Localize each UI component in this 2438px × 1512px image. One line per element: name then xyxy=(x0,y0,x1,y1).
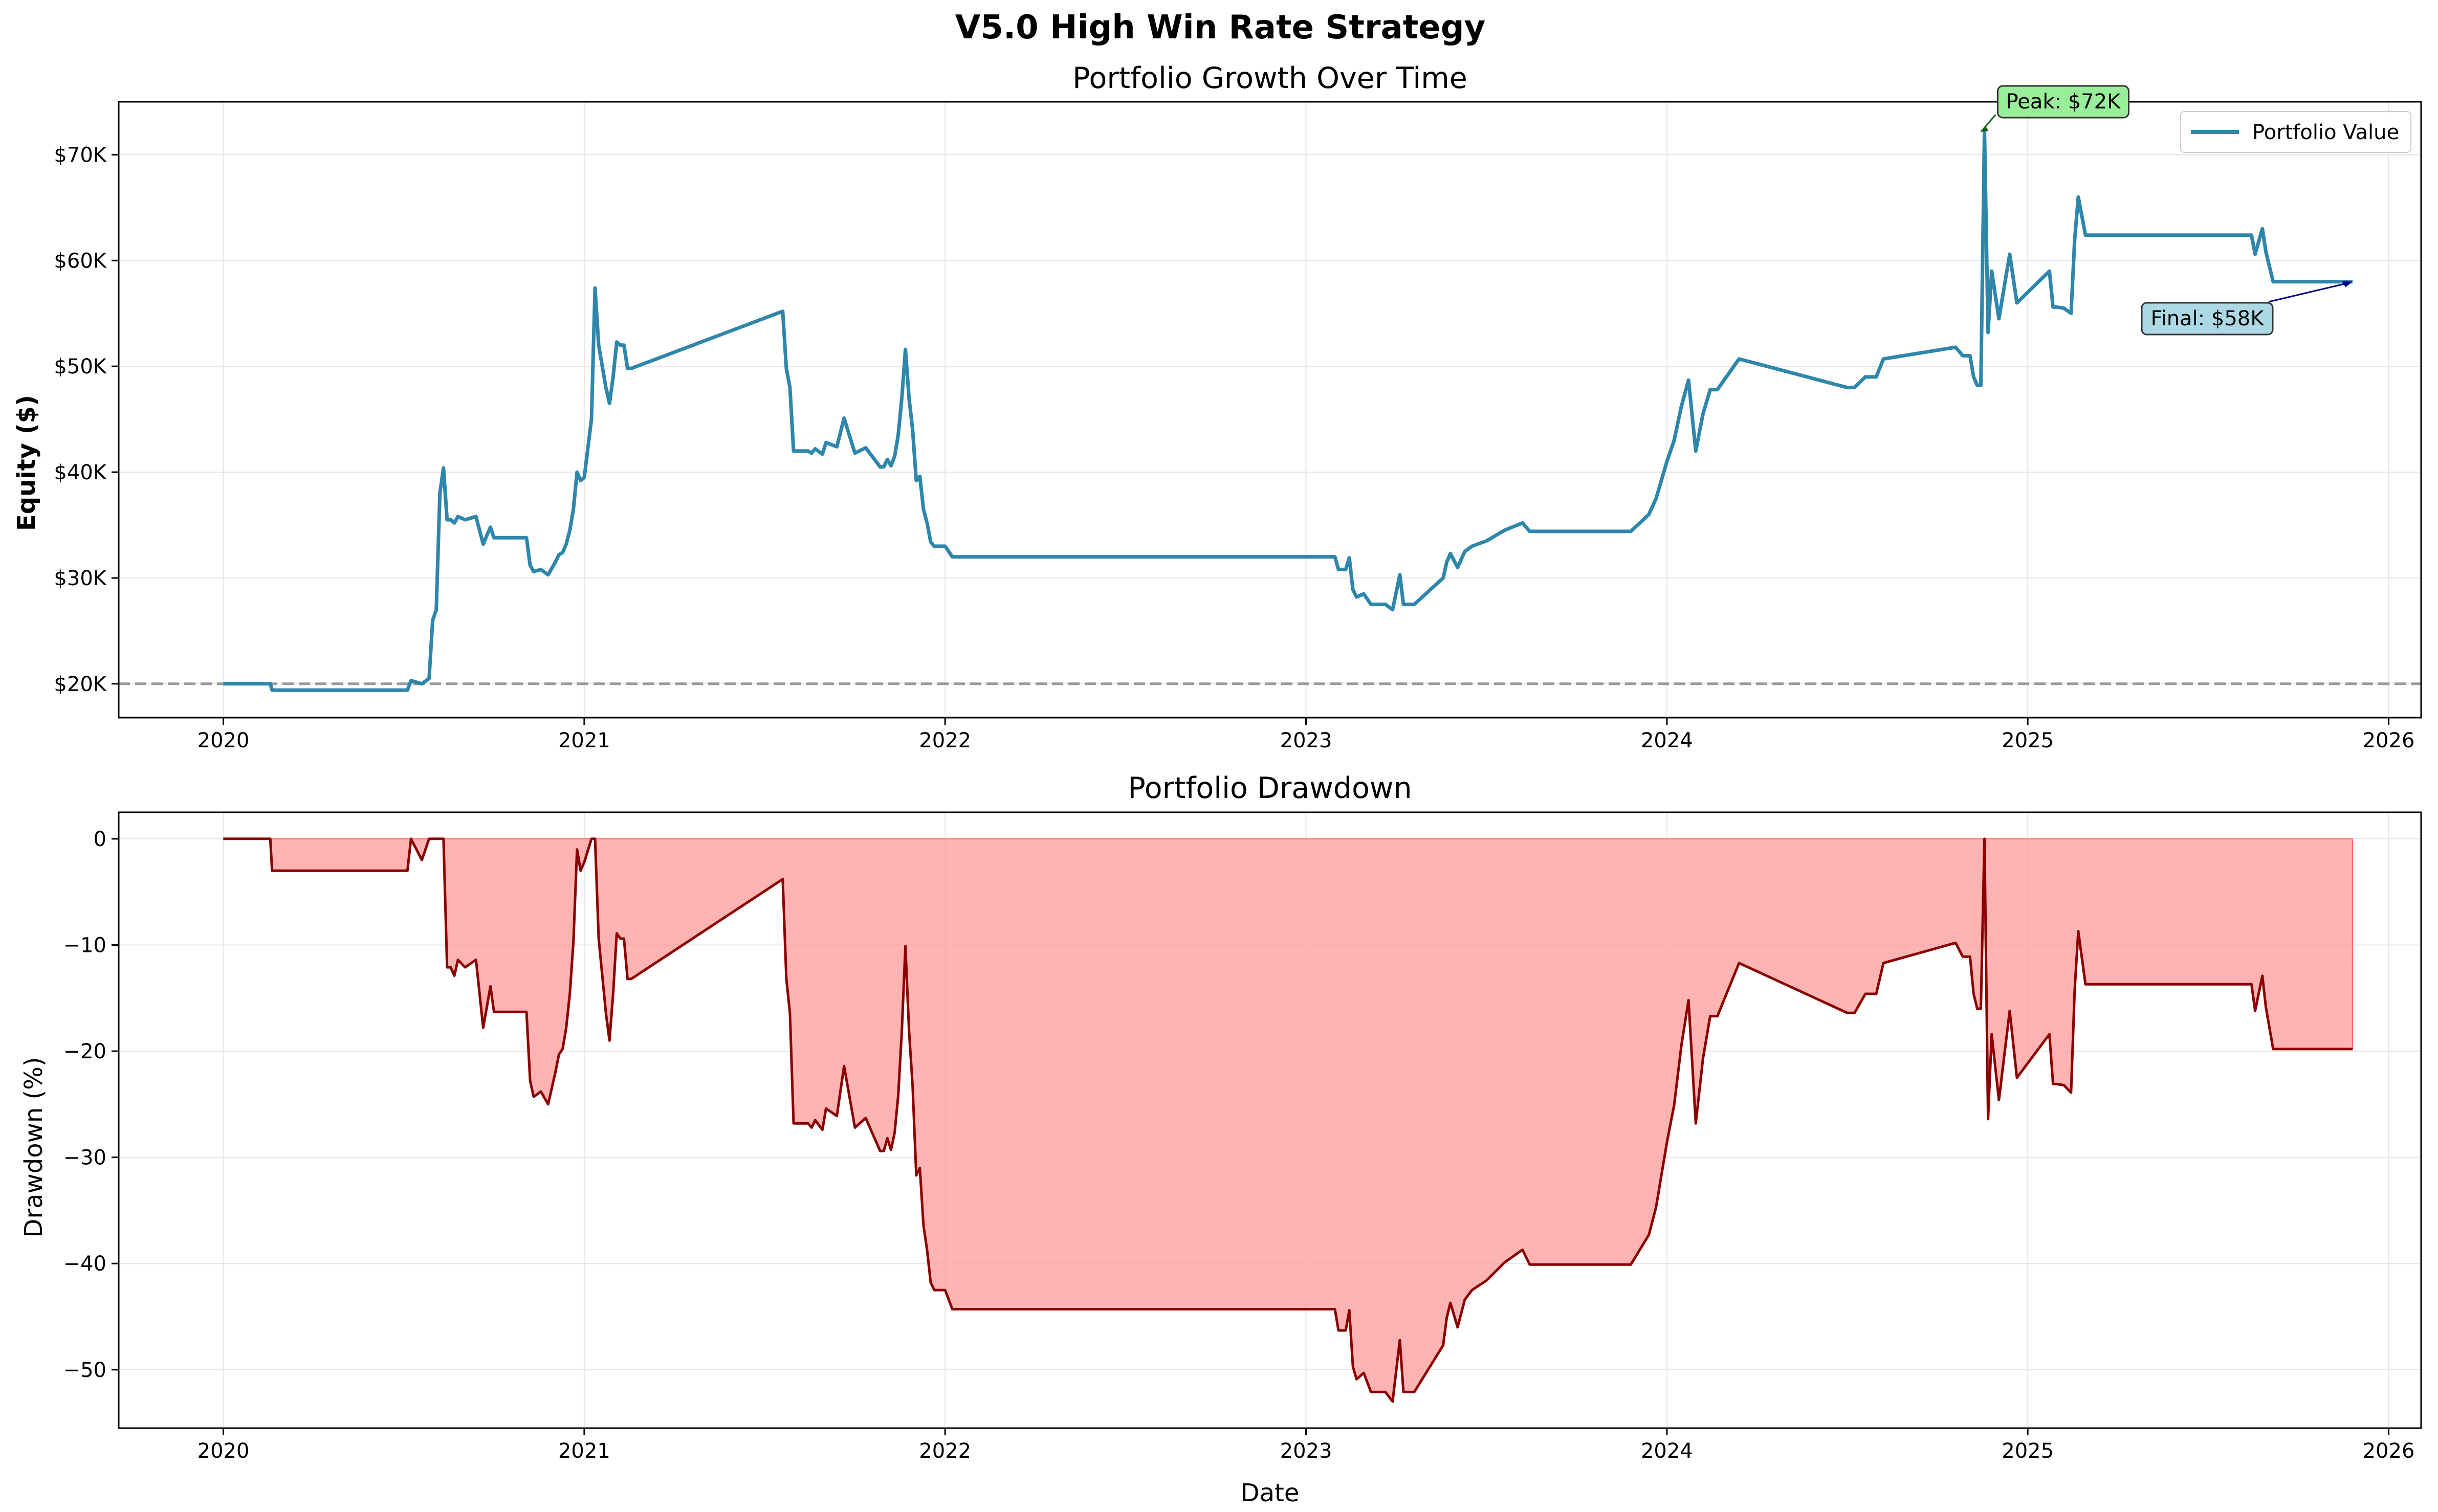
drawdown-x-axis-label: Date xyxy=(1241,1479,1300,1507)
y-tick-label: $70K xyxy=(54,143,107,167)
x-tick-label: 2021 xyxy=(558,1439,610,1463)
x-tick-label: 2021 xyxy=(558,729,610,752)
peak-arrowhead xyxy=(1980,125,1989,132)
x-tick-label: 2026 xyxy=(2363,729,2415,752)
x-tick-label: 2024 xyxy=(1641,1439,1693,1463)
equity-ticks: 2020 2021 2022 2023 2024 2025 2026 $20K $30K $40K… xyxy=(54,143,2414,752)
figure-suptitle: V5.0 High Win Rate Strategy xyxy=(955,9,1485,47)
drawdown-y-axis-label: Drawdown (%) xyxy=(19,1057,48,1237)
equity-chart-title: Portfolio Growth Over Time xyxy=(1072,61,1467,95)
y-tick-label: −20 xyxy=(63,1040,106,1063)
x-tick-label: 2026 xyxy=(2363,1439,2415,1463)
equity-y-axis-label: Equity ($) xyxy=(12,395,41,531)
y-tick-label: −30 xyxy=(63,1146,106,1170)
x-tick-label: 2024 xyxy=(1641,729,1693,752)
y-tick-label: $50K xyxy=(54,355,107,379)
drawdown-ticks: 2020 2021 2022 2023 2024 2025 2026 0 −10 −20 −30 −4… xyxy=(63,828,2415,1463)
final-label: Final: $58K xyxy=(2151,307,2265,330)
y-tick-label: $60K xyxy=(54,249,107,273)
drawdown-line xyxy=(223,837,2353,1403)
x-tick-label: 2022 xyxy=(919,729,971,752)
y-tick-label: −10 xyxy=(63,933,106,957)
peak-label: Peak: $72K xyxy=(2006,90,2122,114)
equity-annotations: Peak: $72K Final: $58K xyxy=(1980,85,2353,336)
final-label-box xyxy=(2141,302,2274,336)
drawdown-chart-title: Portfolio Drawdown xyxy=(1128,771,1412,805)
x-tick-label: 2025 xyxy=(2002,1439,2054,1463)
x-tick-label: 2025 xyxy=(2002,729,2054,752)
equity-legend: Portfolio Value xyxy=(2180,111,2411,153)
portfolio-value-line xyxy=(223,128,2353,692)
drawdown-fill-area xyxy=(223,837,2353,1403)
y-tick-label: −50 xyxy=(63,1359,106,1382)
x-tick-label: 2023 xyxy=(1280,729,1332,752)
peak-label-box xyxy=(1996,85,2129,119)
y-tick-label: $30K xyxy=(54,567,107,590)
legend-label-portfolio-value: Portfolio Value xyxy=(2252,121,2399,144)
y-tick-label: −40 xyxy=(63,1252,106,1276)
equity-grid xyxy=(119,102,2421,718)
y-tick-label: $40K xyxy=(54,461,107,484)
final-arrow xyxy=(2268,282,2350,303)
equity-series xyxy=(223,128,2353,692)
x-tick-label: 2020 xyxy=(197,1439,250,1463)
legend-box xyxy=(2180,111,2411,153)
x-tick-label: 2023 xyxy=(1280,1439,1332,1463)
drawdown-axes-frame xyxy=(118,811,2422,1429)
equity-panel: Portfolio Growth Over Time Equity ($) 20… xyxy=(12,61,2422,752)
final-arrowhead xyxy=(2342,281,2353,287)
x-tick-label: 2022 xyxy=(919,1439,971,1463)
equity-axes-frame xyxy=(118,101,2422,719)
x-tick-label: 2020 xyxy=(197,729,250,752)
y-tick-label: 0 xyxy=(94,828,106,851)
y-tick-label: $20K xyxy=(54,673,107,696)
drawdown-series xyxy=(223,837,2353,1403)
drawdown-panel: Portfolio Drawdown Drawdown (%) Date 202… xyxy=(19,771,2422,1507)
